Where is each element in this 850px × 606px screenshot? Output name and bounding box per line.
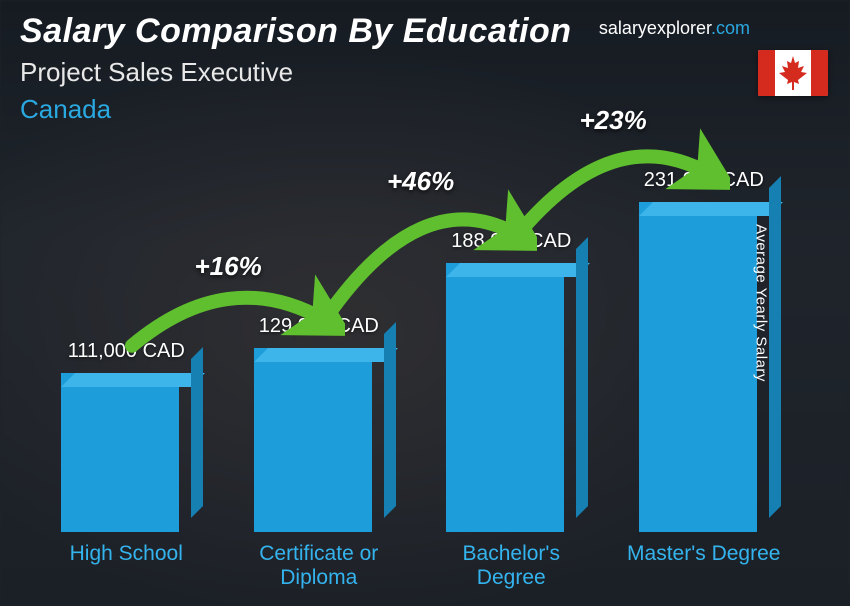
brand-suffix: .com: [711, 18, 750, 38]
bar-front-face: [61, 373, 179, 532]
bar-3d: [61, 373, 191, 532]
bar-front-face: [254, 348, 372, 532]
x-label-1: Certificate or Diploma: [239, 536, 399, 592]
bar-top-face: [254, 348, 398, 362]
x-label-0: High School: [46, 536, 206, 592]
bar-value-label: 129,000 CAD: [259, 315, 379, 338]
salary-chart: 111,000 CAD 129,000 CAD 188,000 CAD 231,000…: [30, 140, 800, 592]
bar-2: 188,000 CAD: [431, 230, 591, 532]
bar-0: 111,000 CAD: [46, 340, 206, 532]
bar-front-face: [639, 202, 757, 532]
bar-top-face: [61, 373, 205, 387]
bar-1: 129,000 CAD: [239, 315, 399, 532]
bars-container: 111,000 CAD 129,000 CAD 188,000 CAD 231,000…: [30, 140, 800, 532]
bar-side-face: [576, 237, 588, 518]
bar-3d: [254, 348, 384, 532]
increase-label-1: +46%: [387, 166, 454, 197]
bar-value-label: 111,000 CAD: [68, 340, 185, 363]
canada-flag-icon: [758, 50, 828, 96]
x-label-2: Bachelor's Degree: [431, 536, 591, 592]
x-label-3: Master's Degree: [624, 536, 784, 592]
bar-top-face: [446, 263, 590, 277]
brand-logo: salaryexplorer.com: [599, 18, 750, 39]
flag-band-left: [758, 50, 775, 96]
bar-value-label: 231,000 CAD: [644, 169, 764, 192]
bar-3d: [639, 202, 769, 532]
bar-value-label: 188,000 CAD: [451, 230, 571, 253]
y-axis-label: Average Yearly Salary: [753, 224, 770, 382]
country-name: Canada: [20, 94, 830, 125]
flag-band-right: [811, 50, 828, 96]
bar-3d: [446, 263, 576, 532]
increase-label-0: +16%: [195, 251, 262, 282]
x-labels: High School Certificate or Diploma Bachelo…: [30, 536, 800, 592]
bar-top-face: [639, 202, 783, 216]
bar-side-face: [769, 176, 781, 518]
bar-front-face: [446, 263, 564, 532]
bar-side-face: [191, 347, 203, 518]
increase-label-2: +23%: [580, 105, 647, 136]
bar-side-face: [384, 322, 396, 518]
job-title: Project Sales Executive: [20, 57, 830, 88]
brand-name: salaryexplorer: [599, 18, 711, 38]
